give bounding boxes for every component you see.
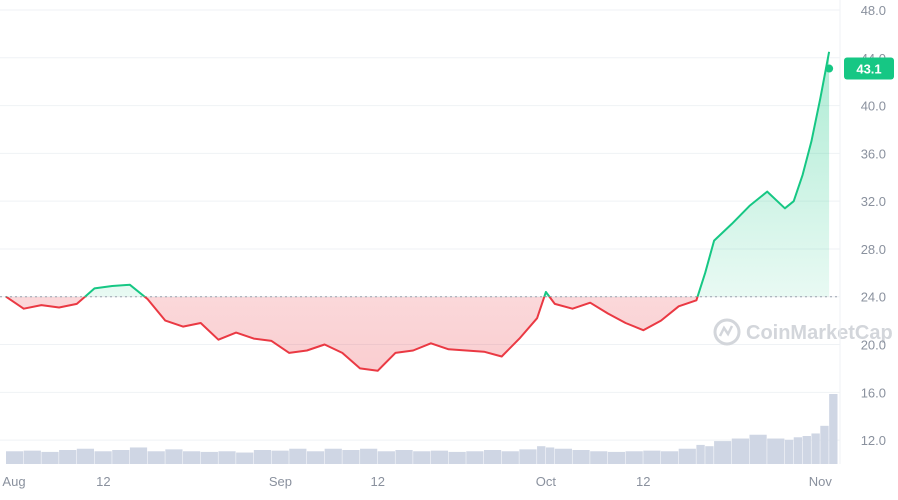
volume-bar xyxy=(714,441,731,464)
x-tick-label: 12 xyxy=(96,474,110,489)
volume-bar xyxy=(148,451,165,464)
y-tick-label: 24.0 xyxy=(861,290,886,305)
volume-bar xyxy=(749,435,766,464)
y-tick-label: 28.0 xyxy=(861,242,886,257)
grid-lines xyxy=(0,10,840,440)
volume-bar xyxy=(484,450,501,464)
y-tick-label: 32.0 xyxy=(861,194,886,209)
volume-bar xyxy=(307,451,324,464)
volume-bar xyxy=(829,394,837,464)
volume-bar xyxy=(661,451,678,464)
volume-bar xyxy=(803,436,811,464)
volume-bar xyxy=(77,449,94,464)
y-tick-label: 40.0 xyxy=(861,99,886,114)
volume-bar xyxy=(572,450,589,464)
area-below-baseline xyxy=(6,52,829,371)
x-tick-label: 12 xyxy=(636,474,650,489)
volume-bar xyxy=(519,449,536,464)
volume-bar xyxy=(608,452,625,464)
volume-bar xyxy=(794,437,802,464)
volume-bar xyxy=(537,446,545,464)
volume-bar xyxy=(546,447,554,464)
volume-bar xyxy=(413,451,430,464)
volume-bar xyxy=(785,440,793,464)
price-tag-label: 43.1 xyxy=(856,62,881,77)
volume-bar xyxy=(183,451,200,464)
volume-bar xyxy=(811,433,819,464)
x-tick-label: Nov xyxy=(809,474,833,489)
volume-bar xyxy=(342,450,359,464)
volume-bar xyxy=(431,451,448,464)
volume-bar xyxy=(325,449,342,464)
x-tick-label: Oct xyxy=(536,474,557,489)
current-price-tag: 43.1 xyxy=(844,58,894,80)
volume-bar xyxy=(360,449,377,464)
y-tick-label: 48.0 xyxy=(861,3,886,18)
logo-wave-icon xyxy=(720,326,732,336)
volume-bar xyxy=(289,449,306,464)
volume-bar xyxy=(466,451,483,464)
volume-bar xyxy=(112,450,129,464)
volume-bar xyxy=(378,451,395,464)
y-tick-label: 20.0 xyxy=(861,338,886,353)
volume-bar xyxy=(626,451,643,464)
x-tick-label: Sep xyxy=(269,474,292,489)
y-tick-label: 36.0 xyxy=(861,146,886,161)
area-fill xyxy=(6,52,829,371)
x-axis: Aug 12 Sep 12 Oct 12 Nov xyxy=(2,474,832,489)
x-tick-label: 12 xyxy=(371,474,385,489)
volume-bar xyxy=(41,452,58,464)
volume-bar xyxy=(272,451,289,464)
volume-bar xyxy=(502,451,519,464)
volume-bar xyxy=(643,451,660,464)
volume-bar xyxy=(59,450,76,464)
volume-bar xyxy=(254,450,271,464)
volume-bar xyxy=(820,426,828,464)
x-tick-label: Aug xyxy=(2,474,25,489)
volume-bar xyxy=(201,452,218,464)
volume-bar xyxy=(590,451,607,464)
volume-bars xyxy=(6,394,838,464)
volume-bar xyxy=(767,439,784,464)
y-tick-label: 12.0 xyxy=(861,433,886,448)
volume-bar xyxy=(6,451,23,464)
y-tick-label: 16.0 xyxy=(861,385,886,400)
volume-bar xyxy=(165,449,182,464)
volume-bar xyxy=(555,449,572,464)
volume-bar xyxy=(95,451,112,464)
volume-bar xyxy=(395,450,412,464)
volume-bar xyxy=(732,439,749,464)
volume-bar xyxy=(130,447,147,464)
volume-bar xyxy=(705,446,713,464)
current-price-dot xyxy=(825,65,833,73)
volume-bar xyxy=(236,453,253,464)
volume-bar xyxy=(218,451,235,464)
volume-bar xyxy=(696,445,704,464)
volume-bar xyxy=(679,449,696,464)
volume-bar xyxy=(24,451,41,464)
volume-bar xyxy=(449,452,466,464)
